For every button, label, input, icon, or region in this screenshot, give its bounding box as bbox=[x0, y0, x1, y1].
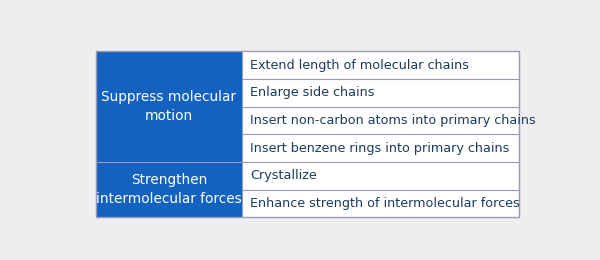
Bar bbox=[96, 162, 242, 217]
Bar bbox=[242, 51, 519, 79]
Bar bbox=[96, 51, 242, 162]
Text: Crystallize: Crystallize bbox=[250, 169, 317, 182]
Bar bbox=[242, 162, 519, 190]
Bar bbox=[242, 190, 519, 217]
Text: Insert benzene rings into primary chains: Insert benzene rings into primary chains bbox=[250, 142, 509, 155]
Bar bbox=[242, 107, 519, 134]
Bar bbox=[96, 51, 519, 217]
Bar bbox=[242, 79, 519, 107]
Text: Suppress molecular
motion: Suppress molecular motion bbox=[101, 90, 236, 123]
Bar bbox=[242, 134, 519, 162]
Text: Enlarge side chains: Enlarge side chains bbox=[250, 86, 375, 99]
Text: Strengthen
intermolecular forces: Strengthen intermolecular forces bbox=[96, 173, 242, 206]
Text: Extend length of molecular chains: Extend length of molecular chains bbox=[250, 58, 469, 72]
Text: Enhance strength of intermolecular forces: Enhance strength of intermolecular force… bbox=[250, 197, 520, 210]
Text: Insert non-carbon atoms into primary chains: Insert non-carbon atoms into primary cha… bbox=[250, 114, 536, 127]
